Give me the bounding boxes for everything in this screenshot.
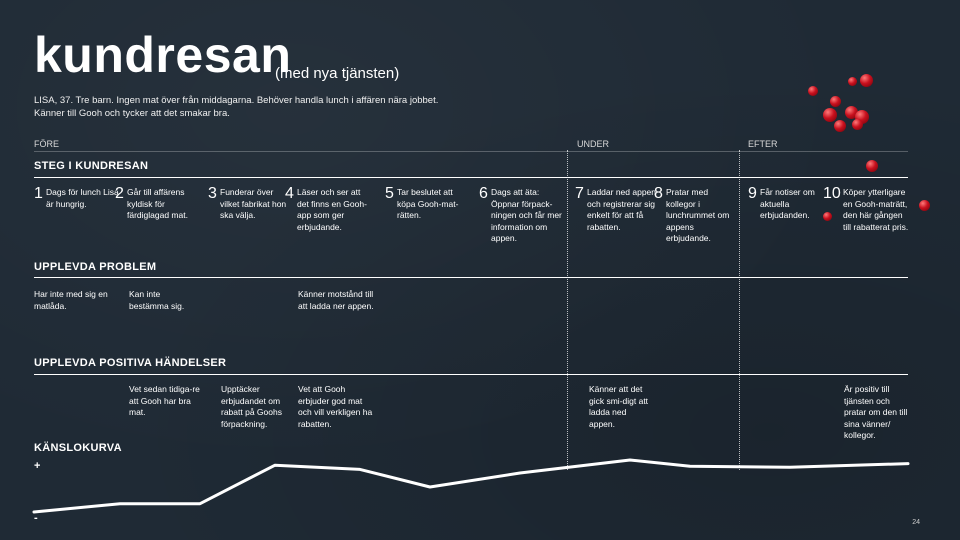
step-text: Läser och ser att det finns en Gooh-app … xyxy=(297,187,367,232)
step-text: Får notiser om aktuella erbjudanden. xyxy=(760,187,815,220)
step-number: 4 xyxy=(285,185,294,202)
step-number: 5 xyxy=(385,185,394,202)
section-curve-heading: KÄNSLOKURVA xyxy=(34,442,122,454)
step-number: 9 xyxy=(748,185,757,202)
phase-divider-efter xyxy=(739,150,740,470)
positive-item-5: Är positiv till tjänsten och pratar om d… xyxy=(844,384,908,440)
problem-item-3: Känner motstånd till att ladda ner appen… xyxy=(298,289,374,311)
step-number: 6 xyxy=(479,185,488,202)
problem-item-2: Kan inte bestämma sig. xyxy=(129,289,185,311)
step-text: Dags att äta: Öppnar förpack-ningen och … xyxy=(491,187,562,243)
step-number: 10 xyxy=(823,185,841,202)
positive-item-3: Vet att Gooh erbjuder god mat och vill v… xyxy=(298,384,373,429)
persona-intro: LISA, 37. Tre barn. Ingen mat över från … xyxy=(34,94,454,120)
positive-item-4: Känner att det gick smi-digt att ladda n… xyxy=(589,384,649,429)
step-text: Dags för lunch Lisa är hungrig. xyxy=(46,187,119,209)
step-text: Pratar med kollegor i lunchrummet om app… xyxy=(666,187,730,243)
step-text: Köper ytterligare en Gooh-maträtt, den h… xyxy=(843,187,909,232)
section-positives-rule xyxy=(34,374,908,375)
step-text: Laddar ned appen och registrerar sig enk… xyxy=(587,187,657,232)
step-number: 3 xyxy=(208,185,217,202)
step-number: 1 xyxy=(34,185,43,202)
step-number: 2 xyxy=(115,185,124,202)
step-number: 8 xyxy=(654,185,663,202)
step-text: Funderar över vilket fabrikat hon ska vä… xyxy=(220,187,287,220)
curve-minus-label: - xyxy=(34,512,38,524)
problem-item-1: Har inte med sig en matlåda. xyxy=(34,289,108,311)
section-problems-heading: UPPLEVDA PROBLEM xyxy=(34,261,157,273)
emotion-curve-line xyxy=(32,458,910,514)
section-problems-rule xyxy=(34,277,908,278)
persona-line-2: Känner till Gooh och tycker att det smak… xyxy=(34,108,230,119)
phase-after: EFTER xyxy=(748,139,778,149)
persona-line-1: LISA, 37. Tre barn. Ingen mat över från … xyxy=(34,95,439,106)
page-title: kundresan xyxy=(34,27,292,83)
section-steps-rule xyxy=(34,177,908,178)
phase-rule xyxy=(34,151,908,152)
step-text: Går till affärens kyldisk för färdiglaga… xyxy=(127,187,188,220)
phase-divider-under xyxy=(567,150,568,470)
positive-item-1: Vet sedan tidiga-re att Gooh har bra mat… xyxy=(129,384,200,417)
section-steps-heading: STEG I KUNDRESAN xyxy=(34,160,149,172)
section-positives-heading: UPPLEVDA POSITIVA HÄNDELSER xyxy=(34,357,227,369)
phase-before: FÖRE xyxy=(34,139,60,149)
page-number: 24 xyxy=(912,519,920,526)
step-text: Tar beslutet att köpa Gooh-mat-rätten. xyxy=(397,187,459,220)
phase-during: UNDER xyxy=(577,139,610,149)
curve-plus-label: + xyxy=(34,460,41,472)
step-number: 7 xyxy=(575,185,584,202)
page-subtitle: (med nya tjänsten) xyxy=(275,65,400,82)
positive-item-2: Upptäcker erbjudandet om rabatt på Goohs… xyxy=(221,384,282,429)
